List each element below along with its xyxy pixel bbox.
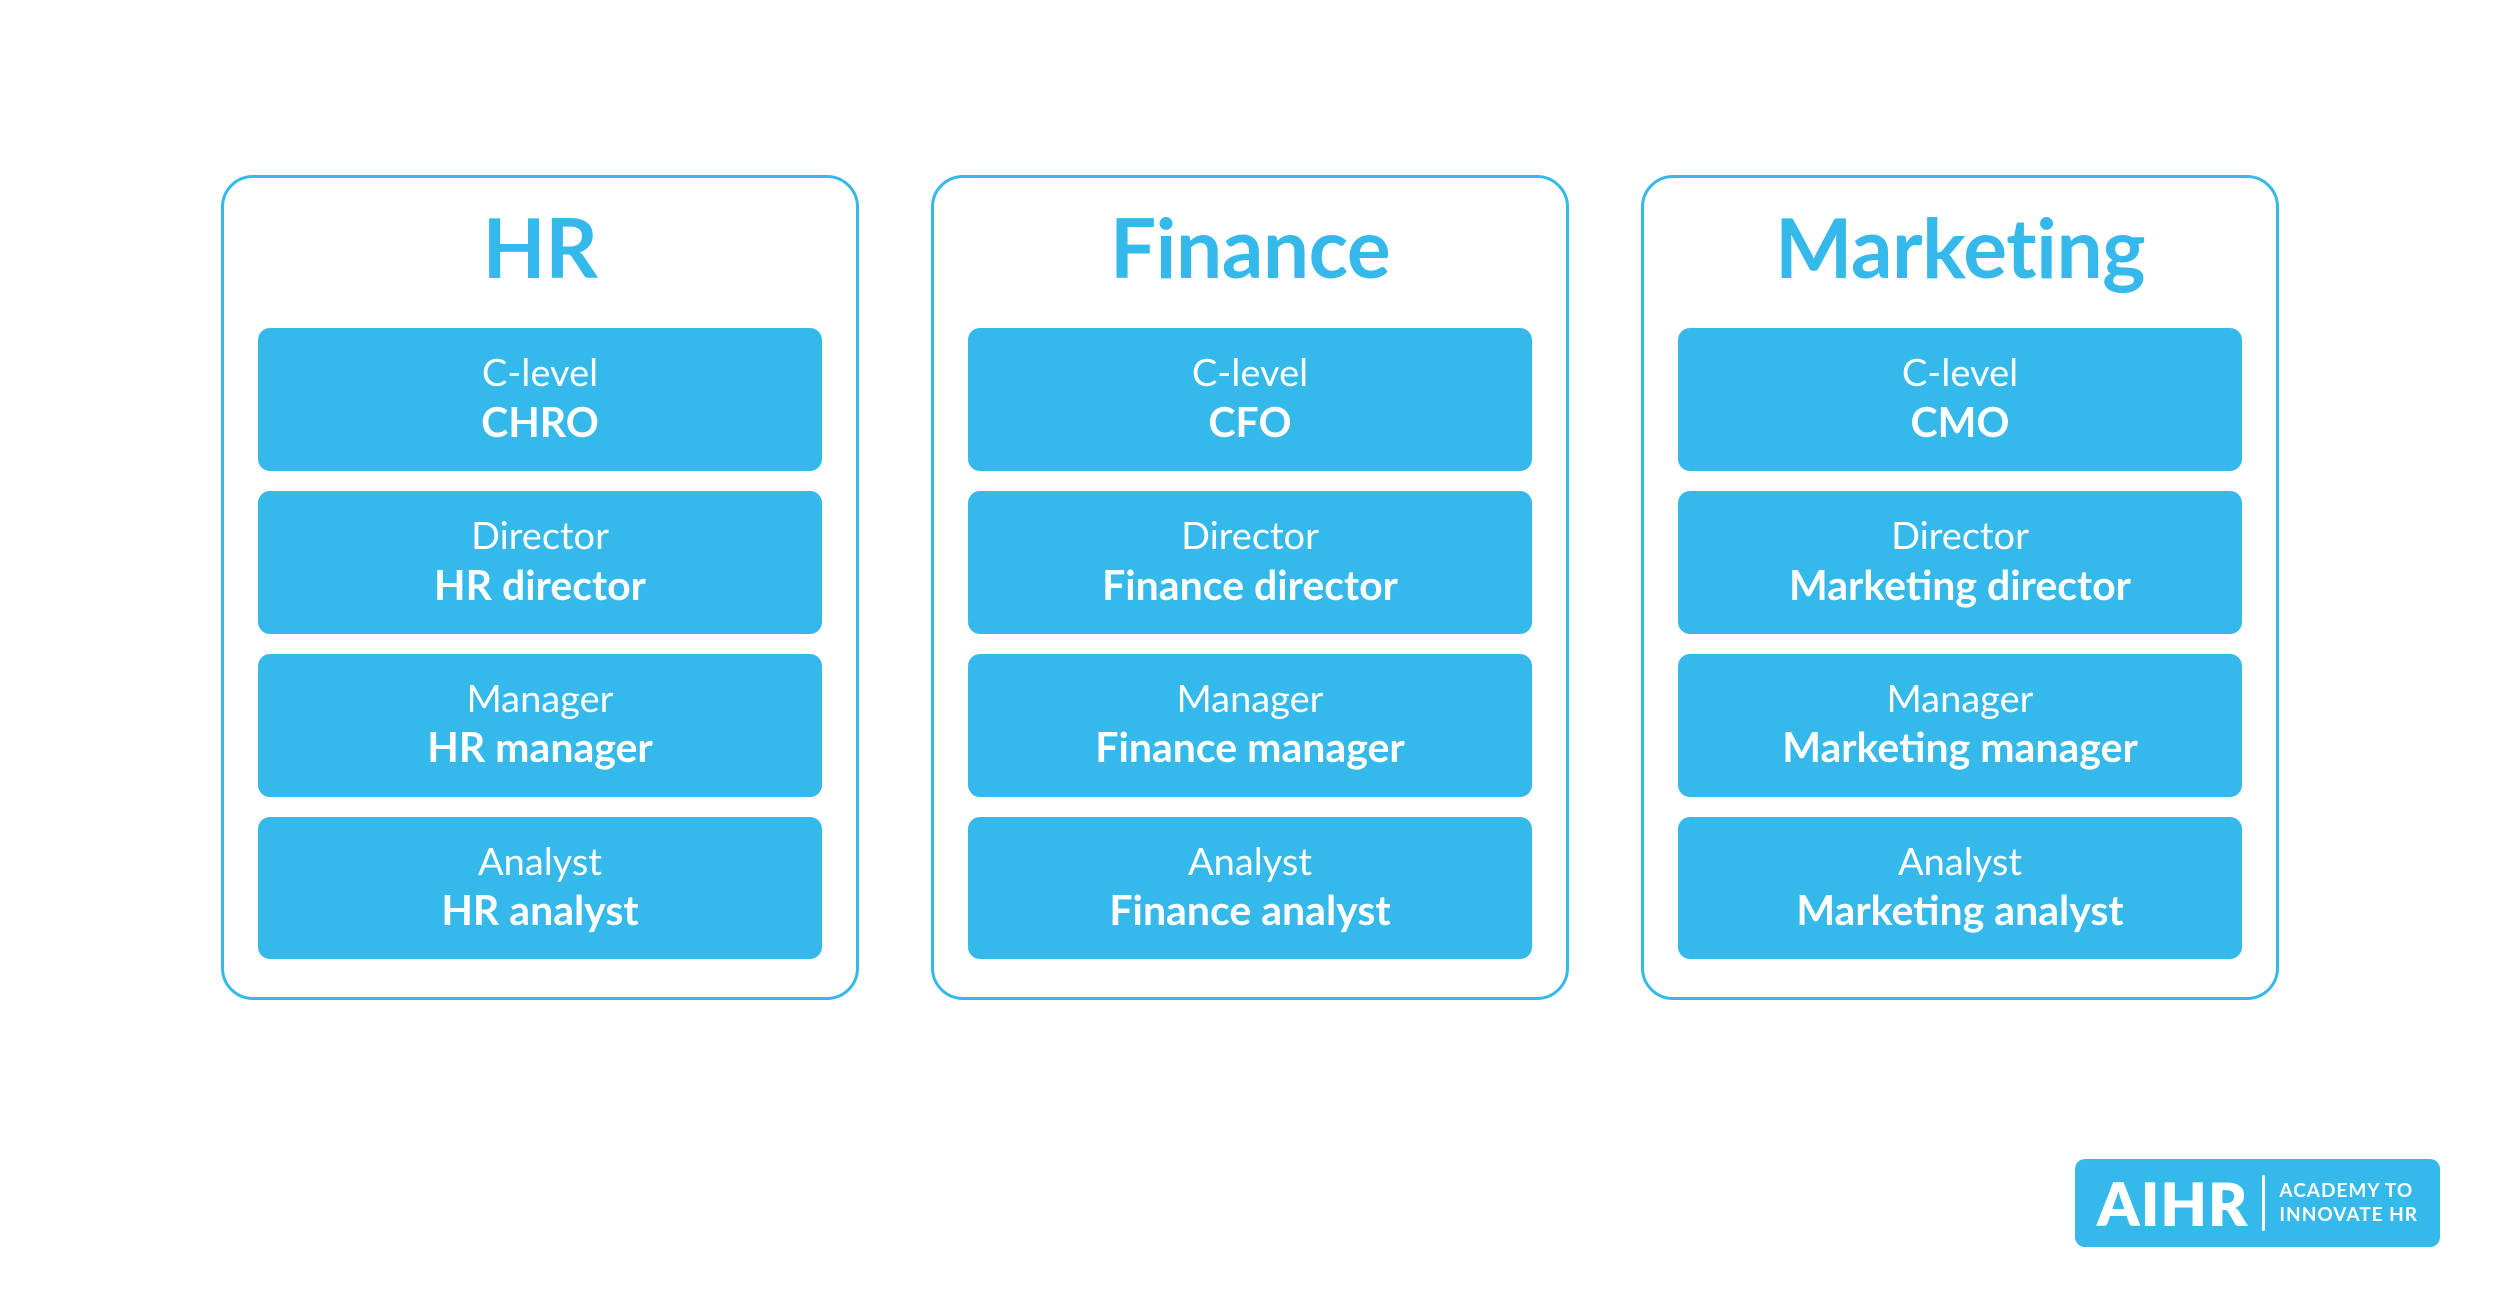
aihr-logo-badge: AIHR ACADEMY TO INNOVATE HR [2075, 1159, 2440, 1247]
cell-level: Analyst [1692, 839, 2228, 885]
cell-marketing-clevel: C-level CMO [1678, 328, 2242, 471]
cell-marketing-analyst: Analyst Marketing analyst [1678, 817, 2242, 960]
cell-hr-manager: Manager HR manager [258, 654, 822, 797]
cell-finance-manager: Manager Finance manager [968, 654, 1532, 797]
column-title: HR [258, 204, 822, 290]
cell-role: Marketing manager [1692, 721, 2228, 772]
cell-marketing-director: Director Marketing director [1678, 491, 2242, 634]
cell-role: CHRO [272, 396, 808, 447]
cell-hr-analyst: Analyst HR analyst [258, 817, 822, 960]
cell-level: Manager [982, 676, 1518, 722]
cell-level: C-level [982, 350, 1518, 396]
cell-role: Marketing director [1692, 559, 2228, 610]
logo-sub-line1: ACADEMY TO [2279, 1179, 2418, 1203]
column-hr: HR C-level CHRO Director HR director Man… [221, 175, 859, 1000]
cell-hr-clevel: C-level CHRO [258, 328, 822, 471]
cell-role: Finance analyst [982, 884, 1518, 935]
column-marketing: Marketing C-level CMO Director Marketing… [1641, 175, 2279, 1000]
cell-level: Manager [272, 676, 808, 722]
column-title: Marketing [1678, 204, 2242, 290]
cell-level: Analyst [982, 839, 1518, 885]
logo-sub-text: ACADEMY TO INNOVATE HR [2265, 1179, 2440, 1227]
cell-finance-analyst: Analyst Finance analyst [968, 817, 1532, 960]
cell-role: HR analyst [272, 884, 808, 935]
cell-role: Finance director [982, 559, 1518, 610]
cell-role: HR director [272, 559, 808, 610]
cell-role: CFO [982, 396, 1518, 447]
cell-level: Director [982, 513, 1518, 559]
cell-role: Finance manager [982, 721, 1518, 772]
column-finance: Finance C-level CFO Director Finance dir… [931, 175, 1569, 1000]
logo-sub-line2: INNOVATE HR [2279, 1203, 2418, 1227]
cell-finance-director: Director Finance director [968, 491, 1532, 634]
cell-finance-clevel: C-level CFO [968, 328, 1532, 471]
cell-role: Marketing analyst [1692, 884, 2228, 935]
cell-level: Manager [1692, 676, 2228, 722]
columns-row: HR C-level CHRO Director HR director Man… [0, 175, 2500, 1000]
cell-role: HR manager [272, 721, 808, 772]
cell-level: Director [1692, 513, 2228, 559]
cell-level: C-level [272, 350, 808, 396]
cell-level: C-level [1692, 350, 2228, 396]
cell-hr-director: Director HR director [258, 491, 822, 634]
diagram-stage: HR C-level CHRO Director HR director Man… [0, 0, 2500, 1307]
cell-level: Analyst [272, 839, 808, 885]
cell-marketing-manager: Manager Marketing manager [1678, 654, 2242, 797]
cell-level: Director [272, 513, 808, 559]
logo-main-text: AIHR [2075, 1159, 2262, 1247]
column-title: Finance [968, 204, 1532, 290]
cell-role: CMO [1692, 396, 2228, 447]
